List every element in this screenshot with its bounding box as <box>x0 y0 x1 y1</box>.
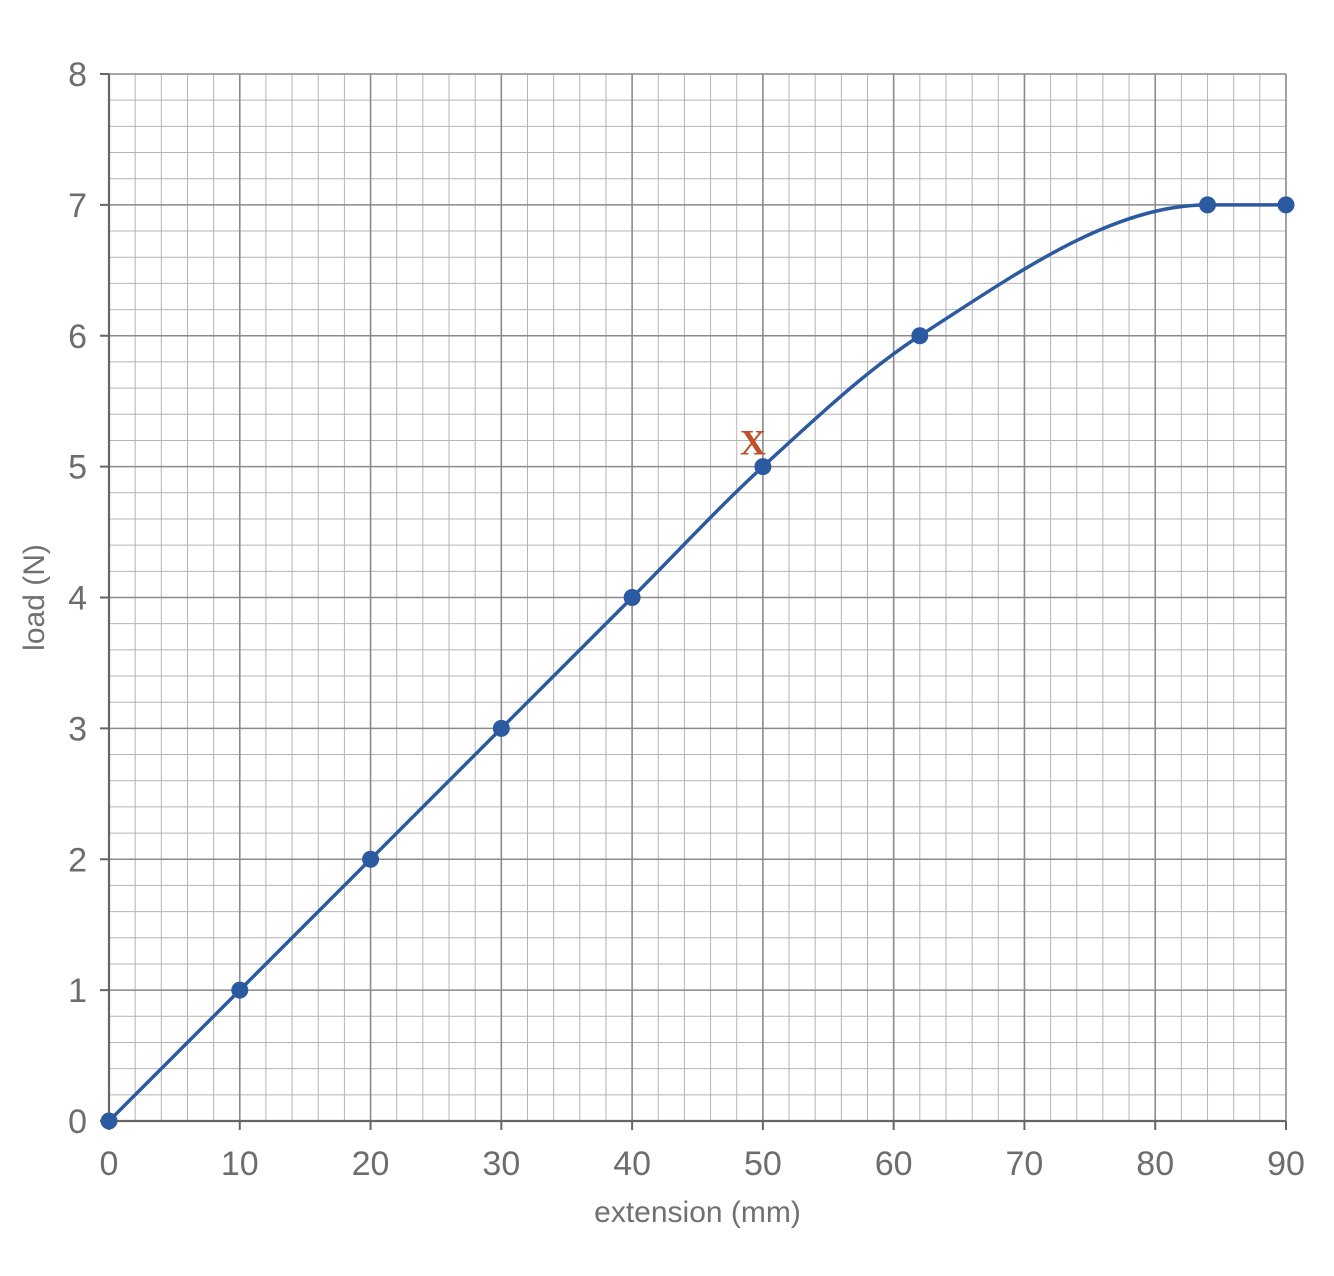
y-tick-label: 5 <box>68 449 87 487</box>
data-point <box>1199 196 1217 214</box>
x-tick-label: 80 <box>1136 1145 1174 1183</box>
y-tick-labels: 0 1 2 3 4 5 6 7 8 <box>68 56 87 1141</box>
y-axis-title: load (N) <box>18 544 51 651</box>
y-tick-label: 8 <box>68 56 87 94</box>
x-tick-label: 40 <box>613 1145 651 1183</box>
y-tick-label: 2 <box>68 841 87 879</box>
y-tick-label: 6 <box>68 318 87 356</box>
x-tick-label: 60 <box>875 1145 913 1183</box>
data-point <box>362 850 380 868</box>
y-tick-label: 4 <box>68 580 87 618</box>
data-point <box>492 719 510 737</box>
axes <box>100 73 1287 1130</box>
x-tick-label: 10 <box>221 1145 259 1183</box>
data-points <box>100 196 1295 1130</box>
x-axis-title: extension (mm) <box>594 1196 801 1229</box>
data-point <box>623 589 641 606</box>
x-tick-label: 70 <box>1006 1145 1044 1183</box>
y-tick-label: 3 <box>68 710 87 748</box>
y-tick-label: 1 <box>68 972 87 1010</box>
data-point <box>231 981 249 999</box>
y-tick-label: 7 <box>68 187 87 225</box>
x-tick-label: 50 <box>744 1145 782 1183</box>
data-point <box>100 1112 118 1130</box>
x-tick-label: 20 <box>352 1145 390 1183</box>
y-tick-label: 0 <box>68 1103 87 1141</box>
point-annotation: X <box>740 423 766 463</box>
x-tick-label: 90 <box>1267 1145 1305 1183</box>
data-point <box>911 327 929 345</box>
x-tick-labels: 0 10 20 30 40 50 60 70 80 90 <box>100 1145 1305 1183</box>
data-point <box>1277 196 1295 214</box>
x-tick-label: 0 <box>100 1145 119 1183</box>
data-point <box>754 458 772 476</box>
x-tick-label: 30 <box>482 1145 520 1183</box>
annotations: X <box>740 423 766 463</box>
